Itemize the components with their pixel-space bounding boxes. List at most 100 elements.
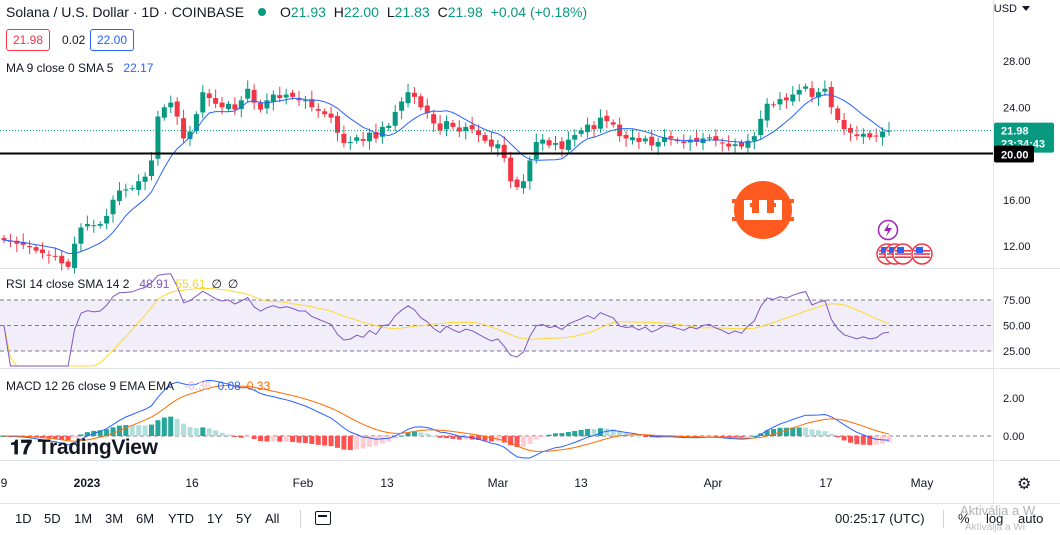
candle-body bbox=[123, 189, 129, 191]
macd-histogram-bar bbox=[367, 436, 373, 447]
range-3m-button[interactable]: 3M bbox=[105, 511, 124, 526]
windows-activation-watermark-2: Aktiválja a Wi bbox=[965, 522, 1026, 533]
sell-price-button[interactable]: 21.98 bbox=[6, 29, 51, 51]
macd-histogram-bar bbox=[841, 436, 847, 441]
macd-histogram-bar bbox=[456, 436, 462, 440]
candle-body bbox=[674, 140, 680, 142]
macd-histogram-bar bbox=[322, 436, 328, 446]
range-1y-button[interactable]: 1Y bbox=[207, 511, 223, 526]
candle-body bbox=[91, 225, 97, 227]
rsi-tick-label: 50.00 bbox=[1003, 321, 1031, 333]
candle-body bbox=[334, 115, 340, 133]
gear-icon[interactable]: ⚙ bbox=[1017, 476, 1032, 493]
macd-histogram-bar bbox=[431, 435, 437, 437]
calendar-icon[interactable] bbox=[315, 511, 331, 525]
macd-histogram-bar bbox=[533, 436, 539, 440]
macd-histogram-bar bbox=[553, 433, 559, 436]
candle-body bbox=[591, 125, 597, 130]
macd-histogram-legend-value: -0.36 bbox=[184, 379, 212, 393]
candle-body bbox=[444, 121, 449, 130]
price-tick-label: 28.00 bbox=[1003, 56, 1031, 68]
time-axis-label: 9 bbox=[1, 476, 8, 490]
price-chart[interactable]: 28.0024.0016.0012.0021.9823:34:4320.0075… bbox=[0, 0, 1060, 503]
range-all-button[interactable]: All bbox=[265, 511, 280, 526]
macd-histogram-bar bbox=[476, 436, 482, 440]
range-1d-button[interactable]: 1D bbox=[15, 511, 32, 526]
utc-clock[interactable]: 00:25:17 (UTC) bbox=[835, 511, 925, 526]
time-axis-label: Mar bbox=[488, 476, 509, 490]
candle-body bbox=[495, 144, 501, 149]
candle-body bbox=[354, 137, 360, 141]
candle-body bbox=[341, 133, 347, 144]
macd-histogram-bar bbox=[751, 435, 757, 437]
candle-body bbox=[629, 137, 635, 141]
candle-body bbox=[187, 131, 193, 140]
candle-body bbox=[546, 140, 552, 146]
macd-histogram-bar bbox=[161, 417, 167, 436]
tradingview-logo[interactable]: 𝟏𝟕 TradingView bbox=[10, 436, 158, 460]
macd-histogram-bar bbox=[309, 436, 315, 444]
candle-body bbox=[809, 88, 815, 97]
auto-scale-toggle[interactable]: auto bbox=[1018, 511, 1044, 526]
candle-body bbox=[367, 132, 373, 142]
candle-body bbox=[880, 131, 886, 138]
macd-histogram-bar bbox=[809, 429, 815, 436]
range-5d-button[interactable]: 5D bbox=[44, 511, 61, 526]
bottom-toolbar: 1D 5D 1M 3M 6M YTD 1Y 5Y All 00:25:17 (U… bbox=[0, 503, 1060, 534]
macd-histogram-bar bbox=[822, 431, 828, 436]
rsi-legend[interactable]: RSI 14 close SMA 14 2 48.91 55.61 ∅ ∅ bbox=[6, 277, 238, 291]
macd-tick-label: 0.00 bbox=[1003, 431, 1024, 443]
macd-line bbox=[3, 379, 890, 459]
macd-legend[interactable]: MACD 12 26 close 9 EMA EMA -0.36 0.08 0.33 bbox=[6, 379, 270, 393]
rsi-sma-legend-value: 55.61 bbox=[175, 277, 206, 291]
ma-legend-label: MA 9 close 0 SMA 5 bbox=[6, 61, 114, 75]
candle-body bbox=[347, 141, 353, 144]
macd-histogram-bar bbox=[149, 424, 154, 436]
rsi-legend-label: RSI 14 close SMA 14 2 bbox=[6, 277, 130, 291]
buy-price-button[interactable]: 22.00 bbox=[90, 29, 135, 51]
candle-body bbox=[597, 117, 603, 129]
range-1m-button[interactable]: 1M bbox=[74, 511, 93, 526]
range-5y-button[interactable]: 5Y bbox=[236, 511, 252, 526]
time-axis-label: Feb bbox=[293, 476, 314, 490]
candle-body bbox=[20, 241, 26, 245]
ma-legend[interactable]: MA 9 close 0 SMA 5 22.17 bbox=[6, 61, 153, 75]
macd-histogram-bar bbox=[764, 430, 770, 436]
candle-body bbox=[739, 142, 744, 147]
macd-histogram-bar bbox=[540, 436, 546, 437]
range-ytd-button[interactable]: YTD bbox=[168, 511, 194, 526]
time-axis-label: May bbox=[911, 476, 934, 490]
candle-body bbox=[681, 141, 687, 144]
macd-histogram-bar bbox=[860, 436, 866, 445]
macd-histogram-bar bbox=[565, 432, 571, 436]
macd-histogram-bar bbox=[360, 436, 366, 449]
candle-body bbox=[245, 88, 251, 99]
macd-histogram-bar bbox=[315, 436, 321, 445]
us-flag-event-icons[interactable] bbox=[876, 242, 936, 271]
symbol-title[interactable]: Solana / U.S. Dollar · 1D · COINBASE bbox=[6, 4, 245, 20]
candle-body bbox=[296, 98, 302, 101]
currency-selector[interactable]: USD bbox=[994, 3, 1030, 15]
macd-histogram-bar bbox=[72, 436, 78, 438]
range-6m-button[interactable]: 6M bbox=[136, 511, 155, 526]
candle-body bbox=[758, 118, 764, 135]
candle-body bbox=[1, 237, 7, 241]
percent-scale-toggle[interactable]: % bbox=[958, 511, 970, 526]
candle-body bbox=[848, 128, 854, 133]
macd-histogram-bar bbox=[78, 434, 84, 436]
ma-line bbox=[3, 94, 890, 254]
time-axis-label: Apr bbox=[704, 476, 723, 490]
candle-body bbox=[520, 181, 526, 189]
candle-body bbox=[238, 100, 244, 109]
candle-body bbox=[617, 124, 623, 137]
candle-body bbox=[860, 133, 866, 137]
candle-body bbox=[161, 107, 167, 118]
log-scale-toggle[interactable]: log bbox=[986, 511, 1004, 526]
low-value: 21.83 bbox=[394, 4, 430, 20]
lightning-event-icon[interactable] bbox=[877, 219, 899, 246]
candle-body bbox=[33, 247, 39, 251]
candle-body bbox=[39, 249, 45, 253]
macd-histogram-bar bbox=[238, 436, 244, 438]
candle-body bbox=[392, 111, 398, 126]
macd-histogram-bar bbox=[444, 436, 449, 439]
